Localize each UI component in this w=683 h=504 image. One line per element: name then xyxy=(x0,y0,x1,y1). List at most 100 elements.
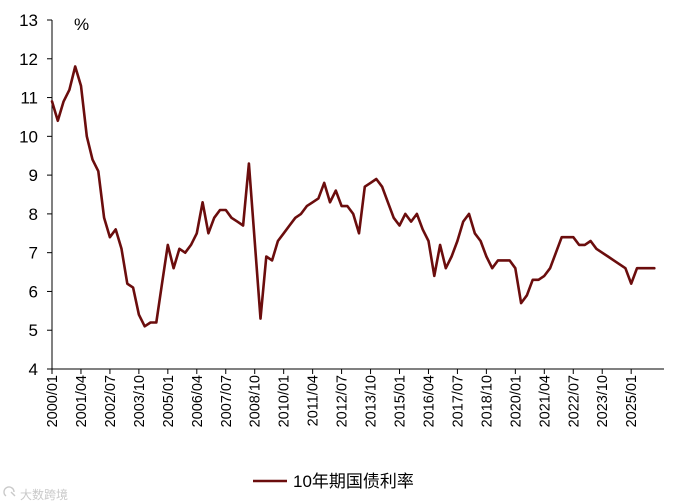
legend: 10年期国债利率 xyxy=(253,472,414,491)
data-point xyxy=(340,205,342,207)
y-tick-label: 6 xyxy=(29,282,38,301)
data-point xyxy=(68,89,70,91)
data-point xyxy=(265,255,267,257)
data-point xyxy=(358,232,360,234)
x-tick-label: 2018/10 xyxy=(479,375,495,427)
data-point xyxy=(219,209,221,211)
data-point xyxy=(115,228,117,230)
data-point xyxy=(97,170,99,172)
x-tick-label: 2012/07 xyxy=(335,375,351,427)
data-point xyxy=(572,236,574,238)
data-point xyxy=(520,302,522,304)
y-tick-label: 10 xyxy=(19,127,38,146)
data-point xyxy=(508,259,510,261)
x-tick-label: 2011/04 xyxy=(306,375,322,426)
data-point xyxy=(120,248,122,250)
data-point xyxy=(450,255,452,257)
data-point xyxy=(196,232,198,234)
data-point xyxy=(294,217,296,219)
data-point xyxy=(364,186,366,188)
data-point xyxy=(532,279,534,281)
data-point xyxy=(311,201,313,203)
data-point xyxy=(404,213,406,215)
data-point xyxy=(167,244,169,246)
x-tick-label: 2007/07 xyxy=(219,375,235,427)
data-point xyxy=(416,213,418,215)
data-point xyxy=(213,217,215,219)
data-point xyxy=(549,267,551,269)
data-point xyxy=(439,244,441,246)
data-point xyxy=(62,100,64,102)
data-point xyxy=(161,283,163,285)
data-point xyxy=(537,279,539,281)
data-point xyxy=(236,220,238,222)
data-point xyxy=(103,217,105,219)
data-point xyxy=(642,267,644,269)
data-point xyxy=(479,240,481,242)
data-point xyxy=(630,283,632,285)
data-point xyxy=(242,224,244,226)
data-point xyxy=(346,205,348,207)
data-point xyxy=(201,201,203,203)
data-point xyxy=(566,236,568,238)
data-point xyxy=(329,201,331,203)
x-tick-label: 2001/04 xyxy=(74,375,90,427)
data-point xyxy=(57,120,59,122)
data-point xyxy=(80,85,82,87)
series-points xyxy=(51,65,656,327)
data-point xyxy=(132,286,134,288)
legend-label: 10年期国债利率 xyxy=(293,472,414,491)
data-point xyxy=(91,158,93,160)
data-point xyxy=(74,65,76,67)
data-point xyxy=(497,259,499,261)
series-line-10y-yield xyxy=(50,65,656,328)
data-point xyxy=(427,240,429,242)
data-point xyxy=(468,213,470,215)
data-point xyxy=(503,259,505,261)
y-tick-label: 9 xyxy=(29,166,38,185)
x-tick-label: 2003/10 xyxy=(132,375,148,427)
data-point xyxy=(375,178,377,180)
watermark-text: 大数跨境 xyxy=(20,487,68,502)
y-tick-label: 8 xyxy=(29,205,38,224)
data-point xyxy=(288,224,290,226)
watermark: 大数跨境 xyxy=(3,486,68,502)
y-unit-label: % xyxy=(74,15,89,34)
data-point xyxy=(462,220,464,222)
data-point xyxy=(653,267,655,269)
x-tick-label: 2010/01 xyxy=(277,375,293,427)
data-point xyxy=(259,317,261,319)
y-tick-label: 7 xyxy=(29,244,38,263)
data-point xyxy=(172,267,174,269)
data-point xyxy=(618,263,620,265)
data-point xyxy=(277,240,279,242)
y-axis: 4 5 6 7 8 9 10 11 12 13 xyxy=(19,11,53,379)
data-point xyxy=(381,186,383,188)
x-tick-label: 2023/10 xyxy=(595,375,611,427)
data-point xyxy=(225,209,227,211)
data-point xyxy=(526,294,528,296)
data-point xyxy=(485,255,487,257)
data-point xyxy=(352,213,354,215)
data-point xyxy=(155,321,157,323)
data-point xyxy=(230,217,232,219)
x-tick-label: 2000/01 xyxy=(45,375,61,427)
data-point xyxy=(613,259,615,261)
data-point xyxy=(433,275,435,277)
data-point xyxy=(51,100,53,102)
data-point xyxy=(584,244,586,246)
data-point xyxy=(300,213,302,215)
data-point xyxy=(601,252,603,254)
brand-logo-icon xyxy=(3,486,16,497)
y-tick-label: 5 xyxy=(29,321,38,340)
data-point xyxy=(514,267,516,269)
data-point xyxy=(555,252,557,254)
x-tick-label: 2013/10 xyxy=(364,375,380,427)
y-tick-label: 12 xyxy=(19,50,38,69)
data-point xyxy=(491,267,493,269)
data-point xyxy=(149,321,151,323)
x-tick-label: 2008/10 xyxy=(248,375,264,427)
data-point xyxy=(410,220,412,222)
data-point xyxy=(323,182,325,184)
data-point xyxy=(335,189,337,191)
